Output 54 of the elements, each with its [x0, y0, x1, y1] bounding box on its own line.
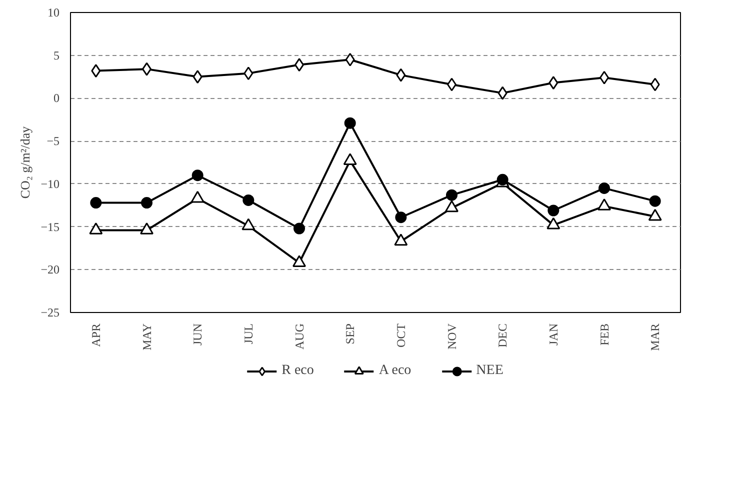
- legend-label: R eco: [282, 363, 314, 379]
- point: [649, 195, 661, 207]
- x-tick-label: MAR: [648, 323, 662, 351]
- x-tick-label: NOV: [444, 323, 459, 350]
- point: [345, 52, 355, 66]
- point: [445, 200, 458, 212]
- x-tick-label: SEP: [343, 323, 358, 344]
- point: [343, 153, 357, 165]
- y-axis-title: CO₂ g/m²/day: [18, 126, 33, 199]
- point: [91, 64, 101, 78]
- x-tick-label: JAN: [546, 323, 560, 346]
- point: [548, 204, 560, 216]
- y-tick-label: 10: [48, 6, 60, 20]
- x-tick-label: DEC: [496, 324, 510, 348]
- point: [546, 217, 560, 230]
- point: [89, 222, 103, 234]
- x-tick-label: OCT: [394, 322, 408, 348]
- point: [244, 66, 254, 80]
- point: [446, 189, 458, 201]
- point: [598, 182, 610, 194]
- point: [394, 234, 408, 246]
- point: [395, 212, 407, 224]
- y-tick-label: −5: [46, 134, 60, 148]
- legend-label: A eco: [378, 363, 412, 379]
- x-tick-label: JUN: [190, 323, 205, 346]
- x-tick-label: FEB: [597, 323, 612, 346]
- point: [242, 194, 254, 206]
- point: [648, 208, 662, 221]
- point: [141, 197, 152, 209]
- point: [294, 222, 305, 234]
- point: [598, 198, 611, 210]
- y-tick-label: 5: [54, 48, 60, 62]
- point: [498, 86, 508, 100]
- point: [242, 218, 256, 230]
- x-tick-label: JUL: [241, 323, 256, 344]
- x-tick-label: APR: [88, 324, 103, 347]
- point: [190, 190, 204, 203]
- y-tick-label: 0: [54, 91, 60, 106]
- y-tick-label: −15: [40, 220, 60, 234]
- point: [140, 222, 154, 234]
- point: [192, 170, 204, 182]
- legend-label: NEE: [476, 363, 504, 379]
- y-tick-label: −10: [40, 176, 60, 191]
- y-tick-label: −20: [40, 262, 60, 277]
- point: [90, 197, 102, 209]
- point: [292, 255, 306, 267]
- point: [192, 70, 202, 84]
- x-tick-label: MAY: [140, 323, 154, 350]
- point: [344, 117, 356, 129]
- point: [548, 76, 558, 90]
- point: [396, 68, 406, 82]
- y-tick-label: −25: [40, 306, 60, 320]
- point: [650, 78, 660, 92]
- x-tick-label: AUG: [292, 323, 306, 350]
